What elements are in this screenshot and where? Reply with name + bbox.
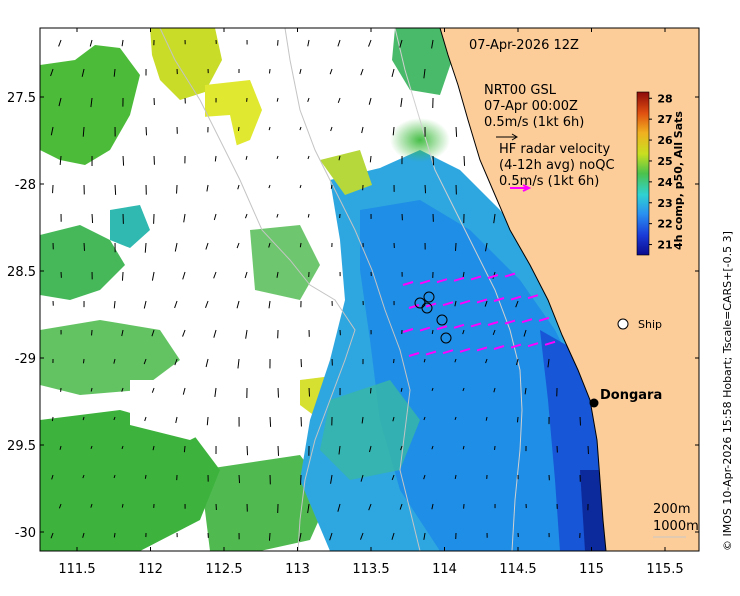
x-tick-label: 112.5 — [205, 562, 242, 577]
current-arrow — [301, 475, 302, 485]
ship-label: Ship — [638, 318, 662, 331]
radar-legend-line1: HF radar velocity — [499, 142, 611, 157]
y-tick-label: 28.5 — [7, 265, 36, 280]
current-arrow — [238, 127, 239, 131]
ship-marker — [618, 319, 628, 329]
town-marker — [590, 399, 599, 408]
colorbar-tick-label: 24 — [657, 176, 673, 189]
colorbar-tick-label: 26 — [657, 134, 673, 147]
current-arrow — [52, 417, 53, 421]
contour-label-200m: 200m — [653, 502, 690, 517]
colorbar-tick-label: 22 — [657, 218, 672, 231]
current-arrow — [92, 214, 93, 223]
colorbar-label: 4h comp, p50, All Sats — [672, 111, 685, 250]
timestamp-label: 07-Apr-2026 12Z — [469, 38, 579, 53]
current-arrow — [464, 156, 465, 166]
current-arrow — [270, 417, 271, 427]
sst-patch-green-north — [390, 118, 450, 162]
current-arrow — [517, 417, 518, 422]
model-legend-line1: NRT00 GSL — [484, 83, 557, 98]
current-arrow — [83, 359, 84, 363]
x-tick-label: 111.5 — [58, 562, 95, 577]
y-tick-label: -28 — [15, 178, 36, 193]
x-tick-label: 115 — [579, 562, 604, 577]
x-tick-label: 114.5 — [499, 562, 536, 577]
radar-legend-line3: 0.5m/s (1kt 6h) — [499, 174, 599, 189]
y-tick-label: 27.5 — [7, 91, 36, 106]
town-label: Dongara — [600, 388, 662, 403]
current-arrow — [184, 446, 185, 452]
current-arrow — [456, 127, 457, 137]
x-tick-label: 113.5 — [352, 562, 389, 577]
y-tick-label: 29.5 — [7, 439, 36, 454]
y-tick-label: -29 — [15, 352, 36, 367]
current-arrow — [115, 185, 116, 195]
x-tick-label: 112 — [138, 562, 163, 577]
colorbar-tick-label: 23 — [657, 197, 672, 210]
current-arrow — [269, 69, 270, 73]
y-tick-label: -30 — [15, 526, 36, 541]
colorbar-tick-label: 27 — [657, 113, 672, 126]
model-legend-line2: 07-Apr 00:00Z — [484, 99, 578, 114]
current-arrow — [269, 533, 270, 541]
contour-label-1000m: 1000m — [653, 519, 699, 534]
colorbar-tick-label: 21 — [657, 239, 672, 252]
colorbar-tick-label: 28 — [657, 92, 672, 105]
colorbar-tick-label: 25 — [657, 155, 672, 168]
credit-text: © IMOS 10-Apr-2026 15:58 Hobart; Tscale=… — [721, 231, 734, 551]
radar-legend-line2: (4-12h avg) noQC — [499, 158, 615, 173]
current-arrow — [145, 475, 146, 479]
current-arrow — [456, 243, 457, 251]
x-tick-label: 115.5 — [646, 562, 683, 577]
current-arrow — [123, 156, 124, 166]
x-tick-label: 114 — [432, 562, 457, 577]
current-arrow — [114, 533, 115, 537]
current-arrow — [370, 388, 371, 393]
model-legend-line3: 0.5m/s (1kt 6h) — [484, 115, 584, 130]
x-tick-label: 113 — [285, 562, 310, 577]
current-arrow — [122, 272, 123, 281]
current-arrow — [300, 243, 301, 247]
colorbar — [637, 92, 649, 255]
